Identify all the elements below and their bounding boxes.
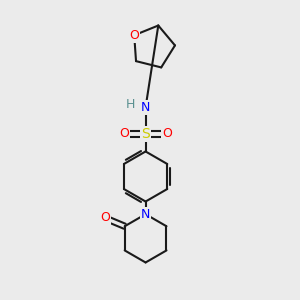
Text: O: O bbox=[100, 211, 110, 224]
Text: H: H bbox=[126, 98, 135, 111]
Text: O: O bbox=[119, 127, 129, 140]
Text: O: O bbox=[129, 29, 139, 42]
Text: N: N bbox=[141, 208, 150, 221]
Text: S: S bbox=[141, 127, 150, 141]
Text: O: O bbox=[162, 127, 172, 140]
Text: N: N bbox=[141, 101, 150, 114]
